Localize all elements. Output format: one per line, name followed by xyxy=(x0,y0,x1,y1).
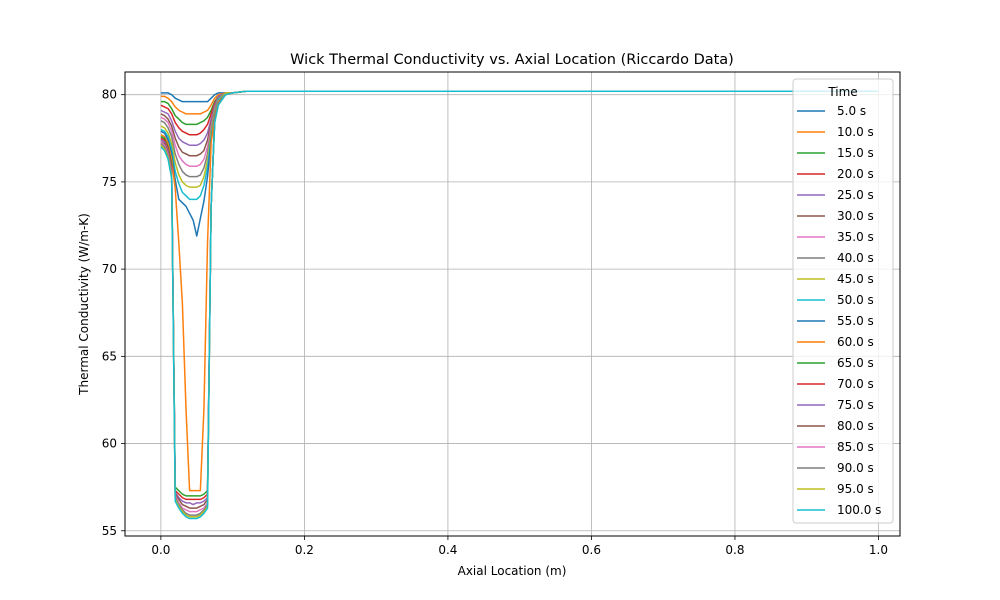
x-tick-label: 0.0 xyxy=(151,543,170,557)
series-line-14 xyxy=(160,90,879,501)
legend-entry: 95.0 s xyxy=(837,482,874,496)
legend-entry: 15.0 s xyxy=(837,146,874,160)
series-line-4 xyxy=(160,90,879,136)
legend-entry: 80.0 s xyxy=(837,419,874,433)
series-line-3 xyxy=(160,90,879,126)
x-tick-label: 0.4 xyxy=(438,543,457,557)
series-line-16 xyxy=(160,90,879,509)
series-line-7 xyxy=(160,90,879,167)
series-line-18 xyxy=(160,90,879,516)
x-axis-label: Axial Location (m) xyxy=(458,564,567,578)
series-line-6 xyxy=(160,90,879,157)
series-line-17 xyxy=(160,90,879,513)
series-line-20 xyxy=(160,90,879,520)
legend-entry: 100.0 s xyxy=(837,503,881,517)
series-line-1 xyxy=(160,90,879,103)
x-tick-label: 0.6 xyxy=(582,543,601,557)
x-tick-label: 0.2 xyxy=(295,543,314,557)
y-tick-label: 75 xyxy=(102,175,117,189)
legend-entry: 85.0 s xyxy=(837,440,874,454)
y-tick-label: 70 xyxy=(102,262,117,276)
legend-entry: 70.0 s xyxy=(837,377,874,391)
series-line-12 xyxy=(160,90,879,492)
series-line-19 xyxy=(160,90,879,518)
series-lines xyxy=(160,90,879,520)
series-line-15 xyxy=(160,90,879,506)
series-line-9 xyxy=(160,90,879,188)
y-tick-label: 55 xyxy=(102,524,117,538)
y-axis-label: Thermal Conductivity (W/m-K) xyxy=(77,213,91,396)
axes-frame xyxy=(124,71,901,537)
legend-entry: 75.0 s xyxy=(837,398,874,412)
legend: Time 5.0 s 10.0 s 15.0 s 20.0 s 25.0 s 30.0 s… xyxy=(792,78,894,524)
series-line-5 xyxy=(160,90,879,147)
legend-entry: 50.0 s xyxy=(837,293,874,307)
legend-entry: 20.0 s xyxy=(837,167,874,181)
grid-lines xyxy=(125,72,900,536)
series-line-11 xyxy=(160,90,879,237)
legend-items: 5.0 s 10.0 s 15.0 s 20.0 s 25.0 s 30.0 s 35.0 … xyxy=(797,104,881,517)
legend-entry: 30.0 s xyxy=(837,209,874,223)
legend-entry: 45.0 s xyxy=(837,272,874,286)
legend-entry: 35.0 s xyxy=(837,230,874,244)
y-tick-label: 60 xyxy=(102,437,117,451)
series-line-8 xyxy=(160,90,879,178)
legend-entry: 5.0 s xyxy=(837,104,866,118)
x-tick-label: 0.8 xyxy=(725,543,744,557)
chart-title: Wick Thermal Conductivity vs. Axial Loca… xyxy=(290,52,734,68)
y-tick-label: 65 xyxy=(102,349,117,363)
legend-entry: 25.0 s xyxy=(837,188,874,202)
y-axis-ticks: 55 60 65 70 75 80 xyxy=(102,88,125,538)
legend-entry: 40.0 s xyxy=(837,251,874,265)
legend-title: Time xyxy=(827,85,857,99)
series-line-13 xyxy=(160,90,879,497)
x-axis-ticks: 0.0 0.2 0.4 0.6 0.8 1.0 xyxy=(151,536,888,557)
series-line-10 xyxy=(160,90,879,201)
legend-entry: 90.0 s xyxy=(837,461,874,475)
legend-entry: 65.0 s xyxy=(837,356,874,370)
legend-box xyxy=(792,78,894,524)
legend-entry: 10.0 s xyxy=(837,125,874,139)
legend-entry: 55.0 s xyxy=(837,314,874,328)
x-tick-label: 1.0 xyxy=(869,543,888,557)
legend-entry: 60.0 s xyxy=(837,335,874,349)
y-tick-label: 80 xyxy=(102,88,117,102)
plot-area xyxy=(160,90,879,520)
